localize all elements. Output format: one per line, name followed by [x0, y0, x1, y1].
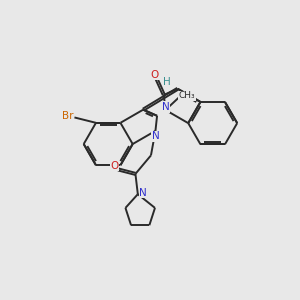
- Text: O: O: [110, 161, 119, 171]
- Text: N: N: [162, 102, 169, 112]
- Text: N: N: [152, 131, 159, 141]
- Text: Br: Br: [62, 111, 74, 121]
- Text: CH₃: CH₃: [179, 92, 196, 100]
- Text: N: N: [139, 188, 147, 198]
- Text: H: H: [164, 77, 171, 87]
- Text: O: O: [151, 70, 159, 80]
